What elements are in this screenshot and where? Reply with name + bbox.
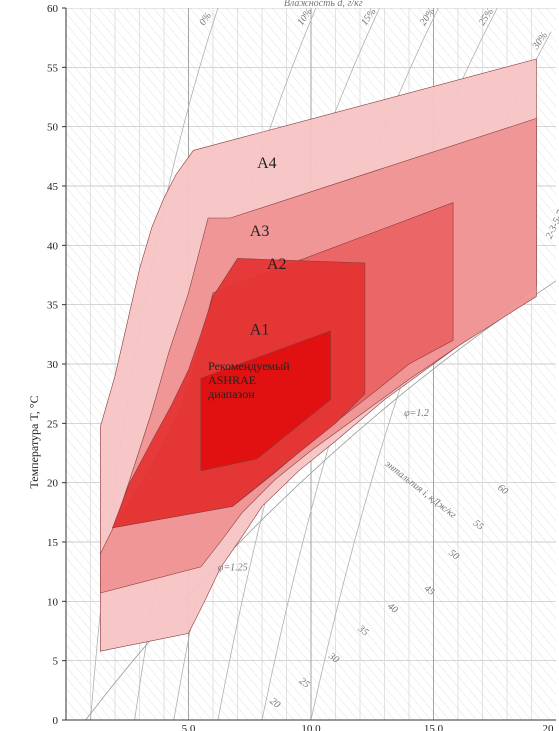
zones xyxy=(100,58,537,652)
recommended-label-line: Рекомендуемый xyxy=(208,359,290,373)
zone-рекомендуемый xyxy=(200,330,331,472)
y-tick-label: 25 xyxy=(47,418,59,430)
zone-label-a3: A3 xyxy=(250,223,270,240)
zone-label-a4: A4 xyxy=(257,155,277,172)
y-tick-label: 40 xyxy=(47,240,59,252)
y-tick-label: 55 xyxy=(47,62,59,74)
recommended-label-line: ASHRAE xyxy=(208,373,256,387)
zone-label-a2: A2 xyxy=(267,256,287,273)
y-tick-label: 5 xyxy=(53,656,59,668)
y-axis-label: Температура T, °C xyxy=(27,395,41,488)
y-tick-label: 0 xyxy=(53,715,59,727)
y-tick-label: 50 xyxy=(47,122,59,134)
y-tick-label: 20 xyxy=(47,478,59,490)
y-tick-label: 45 xyxy=(47,181,59,193)
enthalpy-value-label: 30 xyxy=(326,650,341,665)
saturation-curve xyxy=(85,280,556,720)
top-axis-label: Влажность d, г/кг xyxy=(284,0,363,9)
y-tick-label: 35 xyxy=(47,300,59,312)
y-tick-label: 15 xyxy=(47,537,59,549)
x-tick-label: 5.0 xyxy=(182,723,196,731)
enthalpy-value-label: 35 xyxy=(355,623,370,638)
y-tick-label: 10 xyxy=(47,596,59,608)
zone-label-a1: A1 xyxy=(250,321,270,338)
y-tick-label: 30 xyxy=(47,359,59,371)
x-tick-label: 20 xyxy=(543,723,555,731)
recommended-label-line: диапазон xyxy=(208,387,255,401)
ratio-lower-label: φ=1.25 xyxy=(218,562,248,573)
ticks: 0 5 10 15 20 25 30 35 40 45 50 55 60 5.0 10.0 15.0 20 xyxy=(47,3,554,731)
y-tick-label: 60 xyxy=(47,3,59,15)
ratio-upper-label: φ=1.2 xyxy=(404,408,429,419)
x-tick-label: 10.0 xyxy=(301,723,321,731)
x-tick-label: 15.0 xyxy=(424,723,444,731)
